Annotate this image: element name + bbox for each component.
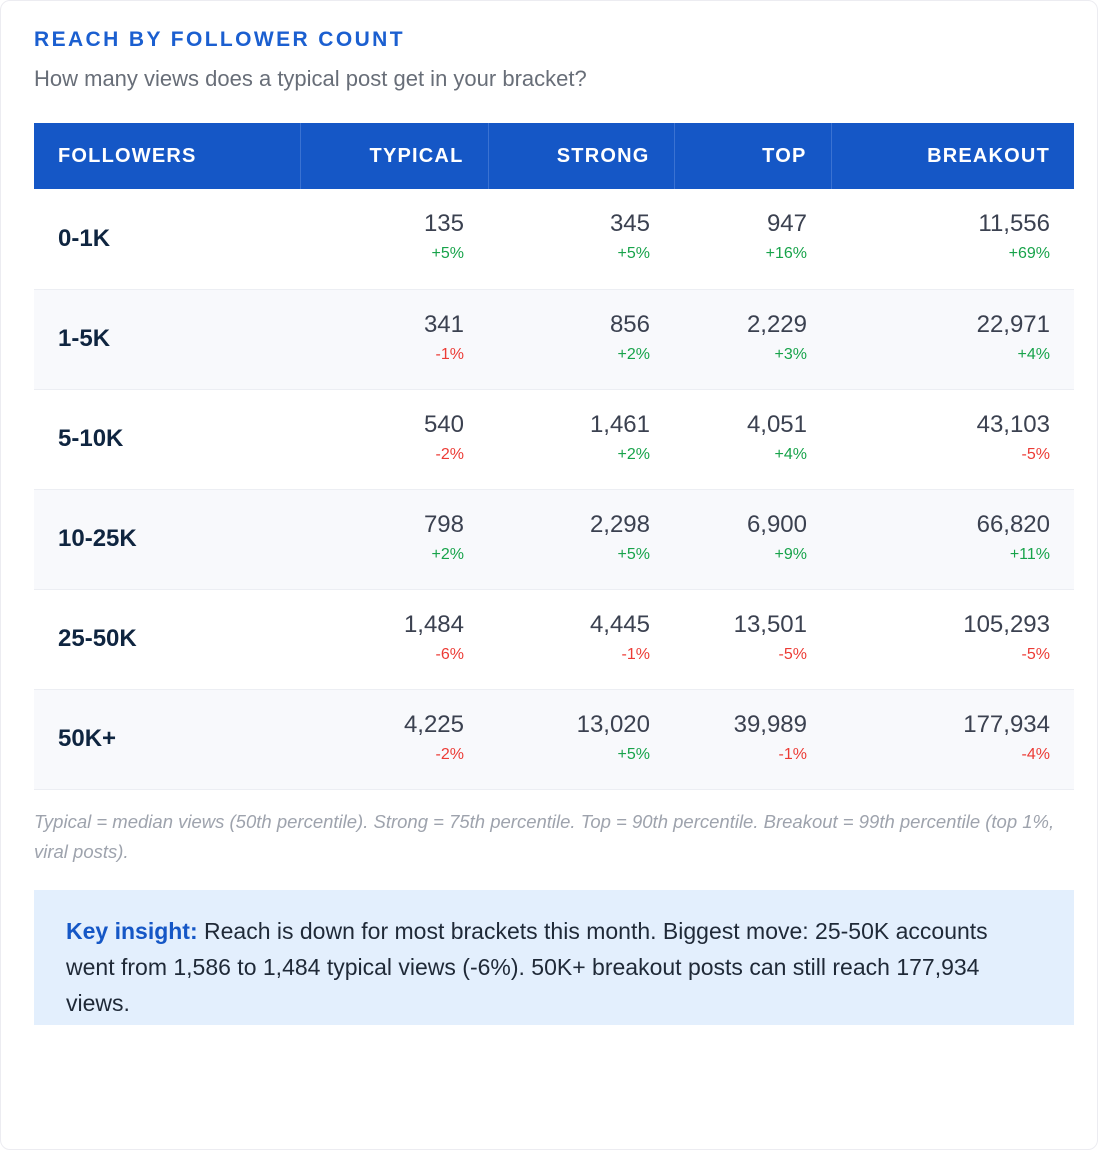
table-header-row: FOLLOWERS TYPICAL STRONG TOP BREAKOUT xyxy=(34,123,1074,189)
change-percent: +16% xyxy=(765,245,807,262)
change-percent: +2% xyxy=(617,345,650,363)
footnote: Typical = median views (50th percentile)… xyxy=(34,811,1055,862)
table-row: 10-25K 798 +2% 2,298 +5% 6,900 +9% 66,820 +11% xyxy=(34,489,1074,590)
cell-breakout: 11,556 +69% xyxy=(831,189,1074,290)
change-percent: -2% xyxy=(435,745,464,763)
view-count-value: 341 xyxy=(423,310,464,338)
change-percent: -1% xyxy=(778,745,807,763)
change-percent: +5% xyxy=(617,245,650,262)
view-count-value: 13,501 xyxy=(733,610,807,638)
view-count-value: 2,298 xyxy=(589,510,650,538)
follower-bracket-label: 10-25K xyxy=(34,489,300,590)
change-percent: +2% xyxy=(431,545,464,563)
change-percent: +69% xyxy=(1008,245,1050,262)
cell-strong: 345 +5% xyxy=(488,189,674,290)
follower-bracket-label: 50K+ xyxy=(34,689,300,790)
cell-breakout: 66,820 +11% xyxy=(831,489,1074,590)
view-count-value: 11,556 xyxy=(978,210,1050,237)
change-percent: +5% xyxy=(617,745,650,763)
view-count-value: 2,229 xyxy=(746,310,807,338)
cell-breakout: 105,293 -5% xyxy=(831,589,1074,690)
view-count-value: 798 xyxy=(423,510,464,538)
cell-typical: 540 -2% xyxy=(300,389,488,490)
cell-strong: 2,298 +5% xyxy=(488,489,674,590)
follower-bracket-label: 5-10K xyxy=(34,389,300,490)
key-insight-text: Reach is down for most brackets this mon… xyxy=(66,918,988,1016)
cell-strong: 856 +2% xyxy=(488,289,674,390)
view-count-value: 177,934 xyxy=(963,710,1050,738)
change-percent: +3% xyxy=(774,345,807,363)
cell-strong: 13,020 +5% xyxy=(488,689,674,790)
cell-typical: 798 +2% xyxy=(300,489,488,590)
view-count-value: 105,293 xyxy=(963,610,1050,638)
view-count-value: 39,989 xyxy=(733,710,807,738)
cell-strong: 4,445 -1% xyxy=(488,589,674,690)
reach-table: FOLLOWERS TYPICAL STRONG TOP BREAKOUT 0-… xyxy=(34,123,1074,790)
column-header-strong: STRONG xyxy=(488,123,675,189)
change-percent: +4% xyxy=(1017,345,1050,363)
column-header-typical: TYPICAL xyxy=(300,123,489,189)
change-percent: +9% xyxy=(774,545,807,563)
change-percent: +5% xyxy=(431,245,464,262)
change-percent: -5% xyxy=(778,645,807,663)
table-row: 50K+ 4,225 -2% 13,020 +5% 39,989 -1% 177,934 -4% xyxy=(34,689,1074,790)
cell-top: 6,900 +9% xyxy=(674,489,831,590)
view-count-value: 1,461 xyxy=(589,410,650,438)
view-count-value: 6,900 xyxy=(746,510,807,538)
follower-bracket-label: 1-5K xyxy=(34,289,300,390)
column-header-followers: FOLLOWERS xyxy=(34,123,301,189)
change-percent: -4% xyxy=(1021,745,1050,763)
change-percent: -2% xyxy=(435,445,464,463)
cell-top: 13,501 -5% xyxy=(674,589,831,690)
cell-typical: 341 -1% xyxy=(300,289,488,390)
view-count-value: 345 xyxy=(609,210,650,237)
cell-typical: 1,484 -6% xyxy=(300,589,488,690)
view-count-value: 66,820 xyxy=(976,510,1050,538)
follower-bracket-label: 25-50K xyxy=(34,589,300,690)
chart-title: REACH BY FOLLOWER COUNT xyxy=(34,28,405,51)
view-count-value: 135 xyxy=(423,210,464,237)
view-count-value: 1,484 xyxy=(403,610,464,638)
key-insight-label: Key insight: xyxy=(66,918,198,944)
follower-bracket-label: 0-1K xyxy=(34,189,300,290)
table-row: 25-50K 1,484 -6% 4,445 -1% 13,501 -5% 105,293 -5… xyxy=(34,589,1074,690)
view-count-value: 4,051 xyxy=(746,410,807,438)
cell-top: 4,051 +4% xyxy=(674,389,831,490)
cell-strong: 1,461 +2% xyxy=(488,389,674,490)
cell-top: 2,229 +3% xyxy=(674,289,831,390)
view-count-value: 947 xyxy=(766,210,807,237)
cell-typical: 4,225 -2% xyxy=(300,689,488,790)
change-percent: -6% xyxy=(435,645,464,663)
change-percent: -1% xyxy=(621,645,650,663)
cell-breakout: 177,934 -4% xyxy=(831,689,1074,790)
view-count-value: 4,225 xyxy=(403,710,464,738)
change-percent: -5% xyxy=(1021,645,1050,663)
change-percent: -5% xyxy=(1021,445,1050,463)
change-percent: +5% xyxy=(617,545,650,563)
change-percent: -1% xyxy=(435,345,464,363)
view-count-value: 540 xyxy=(423,410,464,438)
view-count-value: 4,445 xyxy=(589,610,650,638)
cell-top: 39,989 -1% xyxy=(674,689,831,790)
cell-breakout: 22,971 +4% xyxy=(831,289,1074,390)
change-percent: +2% xyxy=(617,445,650,463)
cell-top: 947 +16% xyxy=(674,189,831,290)
table-row: 0-1K 135 +5% 345 +5% 947 +16% 11,556 +69% xyxy=(34,189,1074,290)
column-header-top: TOP xyxy=(674,123,832,189)
table-row: 5-10K 540 -2% 1,461 +2% 4,051 +4% 43,103 -5% xyxy=(34,389,1074,490)
table-body: 0-1K 135 +5% 345 +5% 947 +16% 11,556 +69% 1-5K 341… xyxy=(34,189,1074,790)
change-percent: +4% xyxy=(774,445,807,463)
cell-typical: 135 +5% xyxy=(300,189,488,290)
column-header-breakout: BREAKOUT xyxy=(831,123,1074,189)
change-percent: +11% xyxy=(1009,545,1050,563)
chart-subtitle: How many views does a typical post get i… xyxy=(34,66,587,91)
cell-breakout: 43,103 -5% xyxy=(831,389,1074,490)
view-count-value: 43,103 xyxy=(976,410,1050,438)
key-insight-box: Key insight: Reach is down for most brac… xyxy=(34,890,1074,1025)
view-count-value: 13,020 xyxy=(576,710,650,738)
table-row: 1-5K 341 -1% 856 +2% 2,229 +3% 22,971 +4% xyxy=(34,289,1074,390)
view-count-value: 22,971 xyxy=(976,310,1050,338)
view-count-value: 856 xyxy=(609,310,650,338)
